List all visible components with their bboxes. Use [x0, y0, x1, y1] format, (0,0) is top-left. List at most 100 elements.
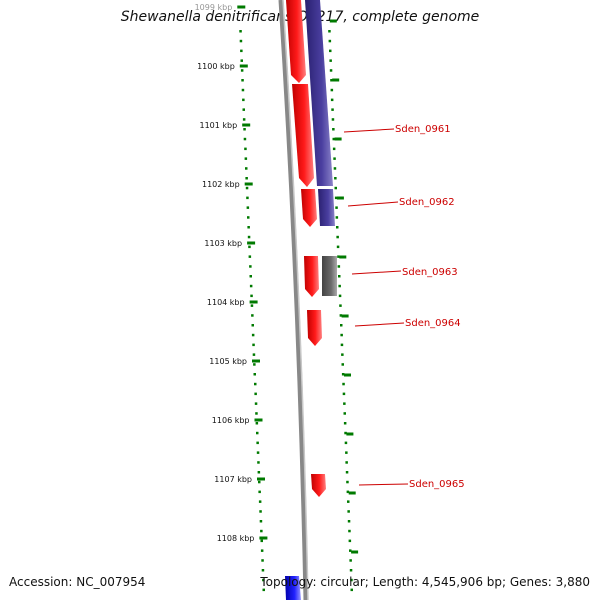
ruler-dot	[262, 588, 265, 592]
major-tick	[334, 137, 342, 141]
ruler-dot	[335, 206, 338, 209]
genome-backbone	[278, 0, 309, 600]
ruler-dot	[251, 333, 255, 337]
ruler-dot	[242, 98, 245, 102]
ruler-dot	[248, 255, 252, 258]
ruler-dot	[256, 451, 260, 454]
ruler-dot	[333, 167, 337, 170]
scale-label: 1108 kbp	[217, 534, 255, 543]
ruler-dot	[343, 412, 346, 415]
scale-ticks: 1099 kbp 1100 kbp 1101 kbp 1102 kbp 1103 kbp…	[195, 3, 268, 543]
ruler-dot	[337, 255, 340, 258]
ruler-dot	[345, 461, 348, 464]
major-tick	[259, 536, 268, 540]
ruler-dot	[347, 520, 351, 523]
ruler-dot	[341, 373, 345, 376]
ruler-dot	[332, 128, 335, 131]
ruler-dot	[258, 490, 261, 494]
ruler-dot	[253, 363, 256, 366]
ruler-dot	[256, 441, 259, 445]
ruler-dot	[255, 412, 258, 415]
ruler-dot	[335, 216, 339, 219]
gene-label-sden-0962: Sden_0962	[399, 197, 455, 208]
ruler-dot	[340, 343, 344, 347]
ruler-dot	[344, 431, 347, 435]
ruler-dot	[254, 382, 257, 386]
ruler-dot	[245, 177, 248, 180]
cds-features	[286, 0, 326, 497]
cds-arrow	[286, 0, 306, 83]
ruler-dot	[347, 500, 350, 503]
ruler-dot	[261, 569, 265, 572]
ruler-dot	[329, 69, 333, 72]
purple-feature	[305, 0, 333, 186]
ruler-dot	[345, 451, 348, 454]
ruler-dot	[342, 382, 345, 386]
ruler-dot	[340, 324, 343, 327]
ruler-dot	[330, 79, 333, 82]
ruler-dot	[338, 294, 342, 298]
ruler-dot	[349, 549, 352, 552]
ruler-dot	[254, 402, 258, 405]
ruler-dot	[328, 30, 331, 33]
ruler-dot	[258, 480, 261, 484]
ruler-dot	[341, 353, 344, 356]
ruler-dot	[259, 520, 263, 523]
major-tick	[242, 123, 251, 127]
ruler-dot	[346, 490, 350, 494]
ruler-dot	[329, 59, 332, 62]
ruler-dot	[333, 157, 336, 160]
ruler-dot	[336, 226, 339, 229]
ruler-dot	[241, 88, 245, 92]
scale-label: 1101 kbp	[199, 121, 237, 130]
gene-label-sden-0964: Sden_0964	[405, 318, 461, 329]
ruler-dot	[246, 206, 250, 209]
gene-label-sden-0965: Sden_0965	[409, 479, 465, 490]
ruler-dot	[242, 108, 245, 111]
scale-label: 1103 kbp	[204, 239, 242, 248]
ruler-dot	[252, 343, 255, 347]
ruler-dot	[250, 304, 254, 307]
major-tick	[346, 432, 354, 436]
ruler-dot	[257, 461, 260, 464]
ruler-dot	[246, 196, 249, 200]
ruler-dot	[241, 79, 244, 82]
ruler-dot	[340, 333, 343, 337]
ruler-dot	[330, 98, 334, 102]
ruler-dot	[334, 177, 337, 180]
ruler-dot	[348, 529, 351, 533]
major-tick	[341, 314, 349, 318]
gene-leader	[358, 483, 409, 486]
major-tick	[237, 5, 246, 9]
ruler-dot	[252, 353, 256, 356]
purple-feature	[318, 189, 335, 226]
cds-arrow	[301, 189, 317, 227]
ruler-dot	[248, 245, 251, 249]
cds-arrow	[311, 474, 326, 497]
ruler-dot	[338, 284, 341, 288]
ruler-dot	[260, 549, 264, 552]
ruler-dot	[260, 539, 263, 543]
major-tick	[249, 300, 258, 304]
ruler-dot	[262, 578, 265, 582]
ruler-dot	[342, 392, 346, 396]
genome-backbone-highlight	[282, 0, 309, 600]
ruler-dot	[247, 235, 251, 239]
ruler-dot	[336, 235, 339, 239]
major-tick	[247, 241, 256, 245]
ruler-dot	[255, 422, 259, 425]
scale-label: 1105 kbp	[209, 357, 247, 366]
ruler-dot	[250, 294, 253, 298]
scale-label: 1100 kbp	[197, 62, 235, 71]
major-tick	[336, 196, 344, 200]
ruler-dot	[256, 431, 259, 435]
ruler-dot	[257, 471, 261, 474]
ruler-dot	[330, 88, 334, 92]
ruler-dot	[350, 578, 353, 582]
major-tick	[257, 477, 265, 481]
ruler-dot	[336, 245, 340, 249]
scale-label: 1106 kbp	[212, 416, 250, 425]
ruler-dot	[346, 480, 349, 484]
ruler-dot	[239, 30, 242, 33]
